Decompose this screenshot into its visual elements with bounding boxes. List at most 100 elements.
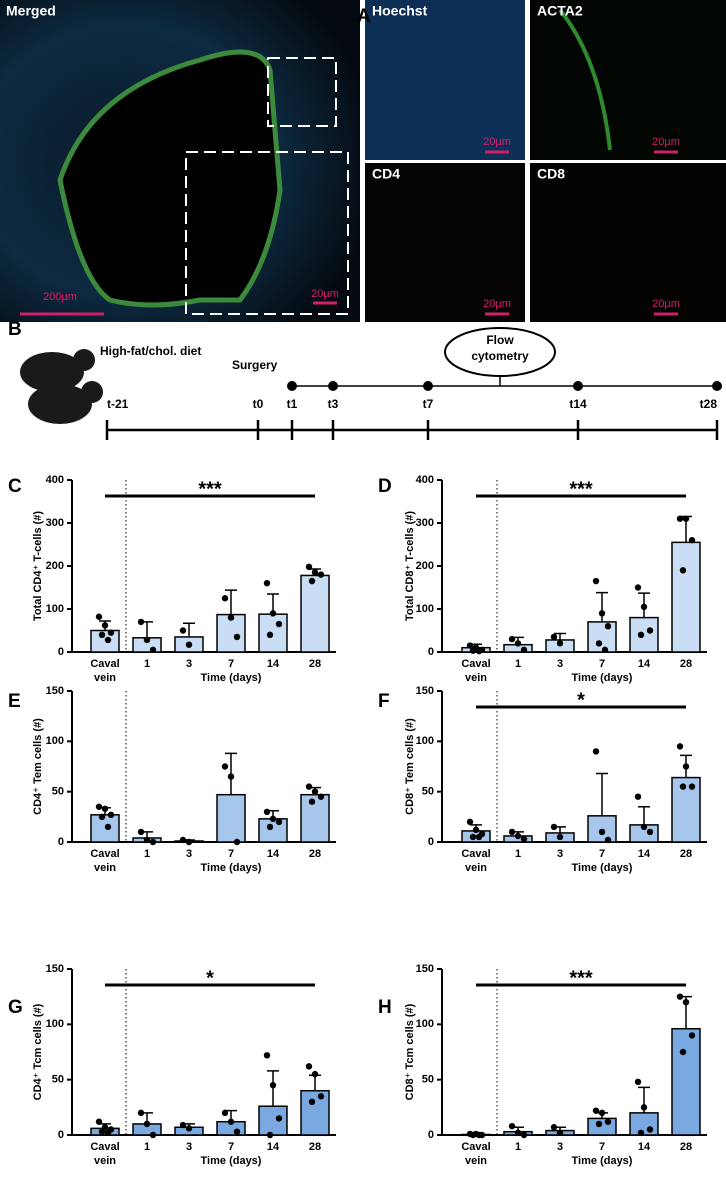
data-point (682, 999, 690, 1006)
data-point (221, 763, 229, 770)
data-point (598, 1109, 606, 1117)
data-point (185, 1125, 193, 1132)
y-tick-label: 200 (46, 560, 64, 572)
y-axis-label: CD4⁺ Tcm cells (#) (32, 1003, 44, 1100)
data-point (466, 642, 474, 649)
data-point (646, 1126, 654, 1133)
y-tick-label: 0 (58, 646, 64, 658)
data-point (469, 833, 477, 841)
data-point (227, 614, 235, 621)
data-point (469, 1131, 477, 1139)
panel-letter: F (378, 691, 390, 712)
data-point (305, 1063, 313, 1070)
x-axis-label: Time (days) (572, 1155, 633, 1167)
x-tick-label: 14 (267, 1141, 280, 1153)
bar (258, 613, 288, 653)
x-tick-label: 28 (309, 848, 321, 860)
data-point (604, 836, 612, 844)
data-point (185, 838, 193, 846)
data-point (263, 580, 271, 587)
bar (300, 574, 330, 653)
data-point (263, 808, 271, 815)
data-point (514, 640, 522, 647)
x-tick-label: 14 (638, 1141, 651, 1153)
scale-label: 20µm (483, 136, 511, 148)
x-tick-label: Caval vein (90, 848, 119, 874)
data-point (149, 1131, 157, 1139)
data-point (179, 1121, 187, 1129)
y-tick-label: 50 (52, 786, 64, 798)
data-point (682, 763, 690, 770)
panel-letter: A (357, 6, 371, 27)
x-tick-label: 14 (267, 848, 280, 860)
data-point (688, 1032, 696, 1039)
y-axis-label: CD8⁺ Tcm cells (#) (404, 1003, 416, 1100)
data-point (98, 813, 106, 821)
data-point (679, 783, 687, 790)
x-tick-label: 3 (186, 1141, 192, 1153)
y-tick-label: 100 (46, 603, 64, 615)
y-tick-label: 50 (52, 1074, 64, 1086)
y-tick-label: 50 (422, 786, 434, 798)
bar (587, 621, 617, 653)
data-point (308, 1098, 316, 1106)
data-point (520, 646, 528, 654)
y-tick-label: 200 (416, 560, 434, 572)
y-tick-label: 100 (46, 735, 64, 747)
bar (216, 793, 246, 843)
data-point (679, 567, 687, 574)
vessel (57, 49, 283, 308)
data-point (233, 1128, 241, 1135)
x-tick-label: 7 (599, 848, 605, 860)
significance-label: * (206, 967, 214, 989)
data-point (475, 833, 483, 841)
y-tick-label: 0 (58, 836, 64, 848)
x-tick-label: 7 (228, 1141, 234, 1153)
x-axis-label: Time (days) (201, 1155, 262, 1167)
scale-label: 200µm (43, 291, 77, 303)
timeline-label: t14 (569, 397, 587, 411)
data-point (269, 815, 277, 823)
data-point (640, 823, 648, 831)
data-point (676, 515, 684, 522)
y-tick-label: 100 (46, 1018, 64, 1030)
sampling-dot (573, 381, 583, 391)
data-point (637, 1129, 645, 1136)
data-point (305, 563, 313, 571)
x-tick-label: Caval vein (461, 1141, 490, 1167)
panel-letter: H (378, 997, 392, 1018)
bar (671, 1028, 701, 1136)
data-point (520, 1131, 528, 1139)
y-tick-label: 50 (422, 1074, 434, 1086)
inset-box (267, 57, 337, 127)
data-point (466, 818, 474, 826)
image-label: Hoechst (372, 3, 428, 19)
data-point (514, 832, 522, 840)
data-point (137, 828, 145, 836)
data-point (475, 1131, 483, 1139)
x-tick-label: 3 (557, 848, 563, 860)
x-axis-label: Time (days) (201, 672, 262, 684)
data-point (317, 1093, 325, 1100)
data-point (104, 1129, 112, 1136)
data-point (604, 1118, 612, 1125)
data-point (311, 788, 319, 795)
data-point (640, 1104, 648, 1111)
data-point (275, 818, 283, 826)
timeline-label: t28 (700, 397, 718, 411)
data-point (640, 603, 648, 611)
data-point (317, 571, 325, 578)
data-point (185, 641, 193, 648)
y-tick-label: 300 (46, 517, 64, 529)
data-point (682, 515, 690, 522)
flow-label: Flow cytometry (471, 333, 529, 363)
data-point (275, 1115, 283, 1122)
data-point (221, 595, 229, 602)
sampling-dot (287, 381, 297, 391)
bar (671, 776, 701, 843)
bar (629, 616, 659, 653)
y-tick-label: 300 (416, 517, 434, 529)
y-tick-label: 100 (416, 735, 434, 747)
panel-letter: B (8, 319, 22, 340)
x-tick-label: 7 (228, 848, 234, 860)
